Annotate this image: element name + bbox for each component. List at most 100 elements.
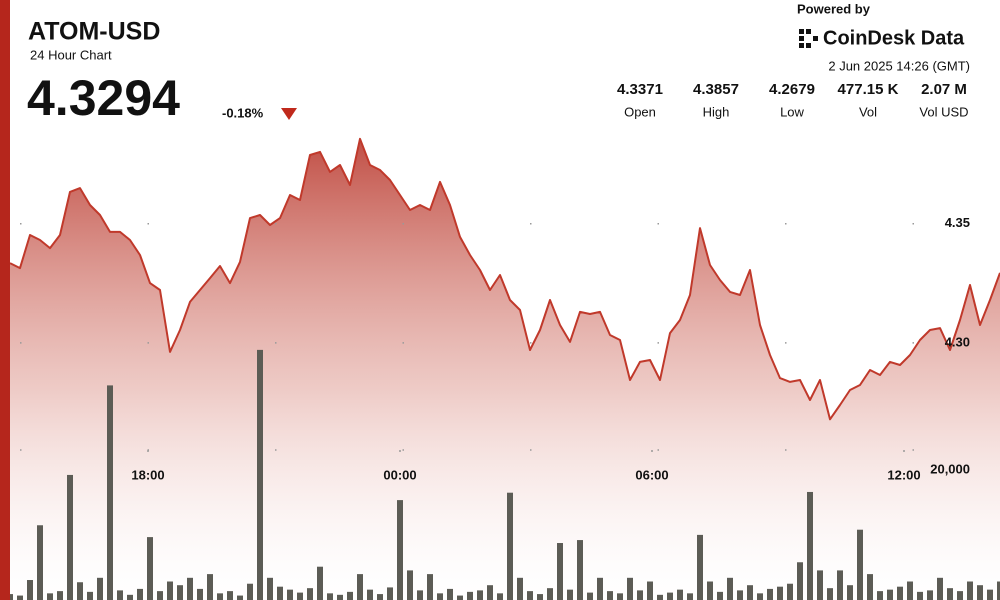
price-line [9, 137, 1000, 421]
volume-bar [277, 586, 283, 600]
volume-bar [447, 588, 453, 600]
volume-bar [157, 591, 163, 600]
volume-bar [137, 588, 143, 600]
price-area [10, 138, 1000, 600]
volume-bar [517, 577, 523, 600]
volume-bar [707, 581, 713, 600]
powered-by: Powered by [797, 1, 871, 16]
brand: CoinDesk Data [823, 27, 965, 49]
x-tick-label: 12:00 [887, 467, 920, 482]
volume-bar [637, 590, 643, 600]
volume-bar [777, 586, 783, 600]
volume-bar [877, 591, 883, 600]
volume-bar [817, 570, 823, 600]
volume-bar [957, 591, 963, 600]
volume-bar [867, 574, 873, 600]
symbol: ATOM-USD [28, 18, 160, 46]
volume-bar [947, 588, 953, 600]
x-tick-label: 00:00 [383, 467, 416, 482]
volume-bar [247, 583, 253, 600]
volume-bar [747, 585, 753, 600]
volume-bar [967, 581, 973, 600]
volume-bar [387, 587, 393, 600]
volume-bar [407, 570, 413, 600]
volume-bar [17, 595, 23, 600]
volume-bar [927, 590, 933, 600]
volume-bar [337, 594, 343, 600]
volume-bar [997, 581, 1000, 600]
change: -0.18% [222, 105, 264, 120]
stat-label: Vol USD [919, 104, 968, 119]
volume-bar [127, 594, 133, 600]
volume-bar [897, 586, 903, 600]
volume-bar [577, 540, 583, 600]
volume-bar [437, 593, 443, 600]
y2-tick-label: 20,000 [930, 461, 970, 476]
volume-bar [537, 594, 543, 600]
y-tick-label: 4.35 [945, 215, 970, 230]
volume-bar [257, 349, 263, 600]
volume-bar [367, 589, 373, 600]
volume-bar [47, 593, 53, 600]
volume-bar [527, 591, 533, 600]
volume-bar [807, 491, 813, 600]
volume-bar [167, 581, 173, 600]
volume-bar [717, 591, 723, 600]
stat-label: Open [624, 104, 656, 119]
volume-bar [347, 591, 353, 600]
volume-bar [287, 589, 293, 600]
volume-bar [507, 492, 513, 600]
volume-bar [907, 581, 913, 600]
stat-value: 477.15 K [838, 81, 899, 98]
stat-value: 2.07 M [921, 81, 967, 98]
brand-logo [799, 29, 818, 48]
stat-value: 4.3857 [693, 81, 739, 98]
volume-bar [597, 577, 603, 600]
volume-bar [117, 590, 123, 600]
volume-bar [397, 500, 403, 600]
volume-bar [487, 585, 493, 600]
timestamp: 2 Jun 2025 14:26 (GMT) [828, 58, 970, 73]
stats: 4.3371 Open 4.3857 High 4.2679 Low 477.15 K Vol… [617, 81, 969, 119]
volume-bar [57, 591, 63, 600]
volume-bar [827, 588, 833, 600]
volume-bar [847, 585, 853, 600]
volume-bar [217, 593, 223, 600]
x-tick-label: 18:00 [131, 467, 164, 482]
volume-bar [687, 593, 693, 600]
volume-bar [987, 589, 993, 600]
volume-bar [547, 588, 553, 600]
volume-bar [667, 592, 673, 600]
volume-bar [237, 595, 243, 600]
x-tick-label: 06:00 [635, 467, 668, 482]
volume-bar [887, 589, 893, 600]
volume-bar [767, 588, 773, 600]
volume-bar [327, 593, 333, 600]
volume-bar [657, 594, 663, 600]
plot-area: 4.30 4.35 20,000 18:00 00:00 06:00 12:00 [7, 137, 1000, 600]
volume-bar [647, 581, 653, 600]
stat-value: 4.2679 [769, 81, 815, 98]
volume-bar [67, 474, 73, 600]
subtitle: 24 Hour Chart [30, 47, 112, 62]
volume-bar [627, 577, 633, 600]
volume-bar [497, 593, 503, 600]
price: 4.3294 [27, 70, 180, 126]
volume-bar [737, 590, 743, 600]
volume-bar [417, 590, 423, 600]
volume-bar [757, 593, 763, 600]
volume-bar [977, 585, 983, 600]
volume-bar [837, 570, 843, 600]
volume-bar [587, 592, 593, 600]
volume-bar [147, 537, 153, 600]
volume-bar [937, 577, 943, 600]
volume-bar [187, 577, 193, 600]
accent-bar [0, 0, 10, 600]
volume-bar [617, 593, 623, 600]
volume-bar [197, 588, 203, 600]
volume-bar [467, 591, 473, 600]
volume-bar [227, 591, 233, 600]
volume-bar [857, 529, 863, 600]
volume-bar [727, 577, 733, 600]
